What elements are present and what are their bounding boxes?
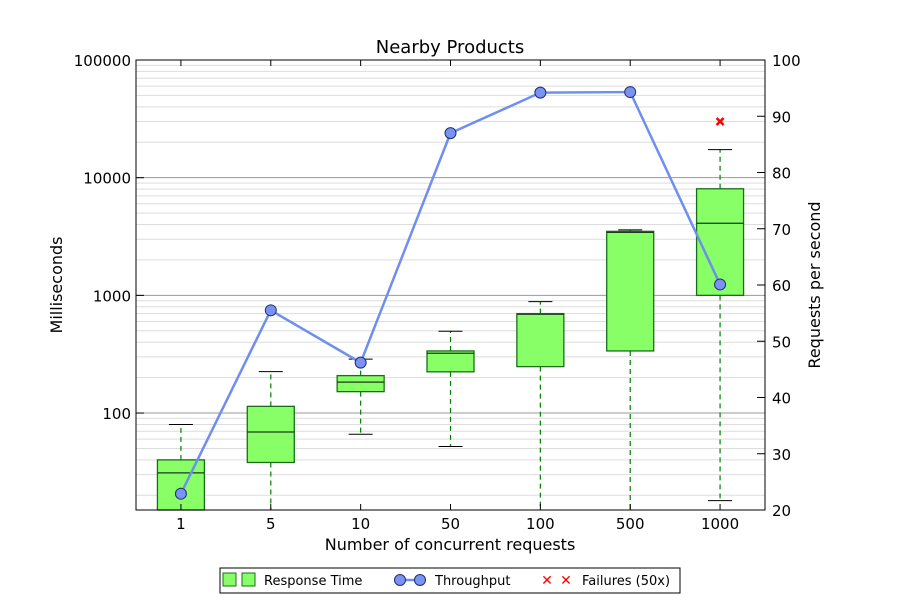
y-left-tick-label-100000: 100000 — [74, 52, 131, 70]
box-500 — [606, 229, 655, 510]
box-body — [695, 188, 745, 297]
failure-marker-1000 — [715, 117, 725, 126]
failure-series — [715, 117, 725, 126]
box-10 — [336, 358, 385, 435]
legend-marker-throughput-2 — [414, 574, 426, 586]
box-series — [156, 149, 745, 511]
y-axis-right-label: Requests per second — [805, 201, 824, 368]
box-5 — [246, 371, 295, 510]
y-right-tick-label-60: 60 — [772, 277, 791, 295]
legend-marker-throughput-1 — [394, 574, 406, 586]
x-tick-label-1: 1 — [176, 515, 186, 533]
y-right-tick-label-50: 50 — [772, 333, 791, 351]
y-right-tick-label-100: 100 — [772, 52, 801, 70]
x-tick-label-10: 10 — [351, 515, 370, 533]
legend-box-swatch-1 — [222, 572, 237, 587]
failure-stroke-b — [715, 117, 725, 126]
y-right-tick-label-90: 90 — [772, 108, 791, 126]
throughput-point-5 — [264, 304, 277, 317]
box-body — [336, 374, 385, 393]
legend-marker-failures-1: ✕ — [541, 573, 553, 589]
throughput-point-1 — [174, 487, 187, 500]
legend-frame — [219, 567, 681, 594]
box-50 — [426, 330, 475, 447]
y-right-tick-label-80: 80 — [772, 165, 791, 183]
y-right-tick-label-70: 70 — [772, 221, 791, 239]
x-tick-label-500: 500 — [616, 515, 645, 533]
box-body — [156, 459, 206, 511]
x-tick-label-5: 5 — [266, 515, 276, 533]
box-1000 — [695, 149, 745, 502]
x-axis-label: Number of concurrent requests — [325, 535, 576, 554]
throughput-point-100 — [534, 86, 547, 99]
axes: 1 5 10 50 100 500 1000 100 1000 10000 100000 20 30 40… — [74, 52, 801, 533]
throughput-point-500 — [624, 86, 637, 99]
box-body — [516, 312, 565, 368]
box-body — [426, 350, 475, 373]
x-tick-label-50: 50 — [441, 515, 460, 533]
y-left-tick-label-100: 100 — [102, 405, 131, 423]
y-right-tick-label-30: 30 — [772, 446, 791, 464]
throughput-point-50 — [444, 127, 457, 140]
throughput-point-10 — [354, 356, 367, 369]
y-right-tick-label-40: 40 — [772, 390, 791, 408]
chart-title: Nearby Products — [376, 37, 525, 58]
x-tick-label-100: 100 — [526, 515, 555, 533]
box-100 — [516, 301, 565, 510]
legend-marker-failures-2: ✕ — [560, 573, 572, 589]
y-right-tick-label-20: 20 — [772, 502, 791, 520]
x-tick-label-1000: 1000 — [701, 515, 739, 533]
legend-box-swatch-2 — [241, 572, 256, 587]
throughput-series — [174, 86, 727, 500]
legend-label-failures: Failures (50x) — [582, 574, 670, 589]
box-1 — [156, 423, 206, 511]
throughput-point-1000 — [714, 278, 727, 291]
legend-label-throughput: Throughput — [434, 574, 511, 589]
box-body — [606, 230, 655, 352]
legend-label-response-time: Response Time — [264, 574, 362, 589]
legend: Response Time Throughput ✕ ✕ Failures (5… — [219, 567, 681, 594]
y-axis-left-label: Milliseconds — [47, 237, 66, 334]
y-left-tick-label-10000: 10000 — [83, 170, 131, 188]
box-body — [246, 405, 295, 464]
y-left-tick-label-1000: 1000 — [93, 287, 131, 305]
